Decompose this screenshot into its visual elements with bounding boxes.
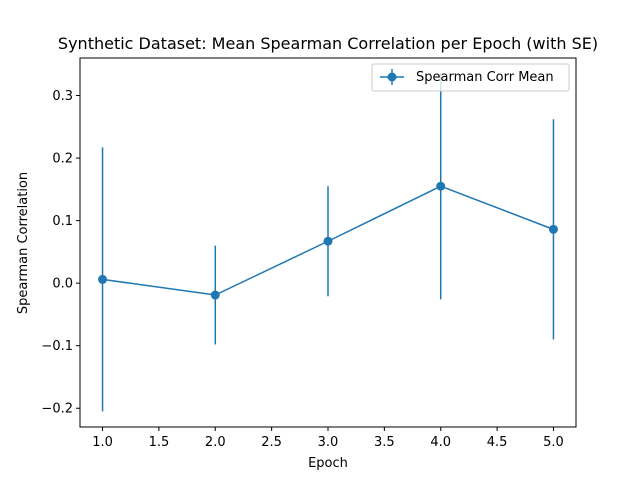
legend-label: Spearman Corr Mean — [416, 70, 554, 85]
x-tick-label: 3.0 — [318, 435, 339, 450]
plot-frame — [79, 57, 577, 428]
y-tick-label: 0.0 — [52, 277, 73, 292]
x-tick-label: 1.0 — [92, 435, 113, 450]
data-point — [548, 224, 558, 234]
legend-point-marker — [387, 72, 397, 82]
y-tick-label: −0.2 — [41, 402, 73, 417]
x-tick-label: 1.5 — [149, 435, 170, 450]
y-tick-label: 0.1 — [52, 214, 73, 229]
x-tick-label: 5.0 — [543, 435, 564, 450]
y-axis-label: Spearman Correlation — [16, 172, 31, 314]
y-tick-label: 0.3 — [52, 89, 73, 104]
data-point — [210, 290, 220, 300]
x-tick-label: 2.0 — [205, 435, 226, 450]
legend-box — [371, 63, 570, 92]
chart-title: Synthetic Dataset: Mean Spearman Correla… — [58, 34, 598, 53]
x-tick-label: 4.0 — [430, 435, 451, 450]
x-tick-label: 2.5 — [261, 435, 282, 450]
y-tick-label: 0.2 — [52, 152, 73, 167]
y-tick-label: −0.1 — [41, 339, 73, 354]
data-point — [98, 274, 108, 284]
x-tick-label: 4.5 — [487, 435, 508, 450]
data-point — [323, 236, 333, 246]
x-tick-label: 3.5 — [374, 435, 395, 450]
legend: Spearman Corr Mean — [371, 63, 570, 92]
data-point — [436, 181, 446, 191]
x-axis-label: Epoch — [308, 456, 348, 471]
